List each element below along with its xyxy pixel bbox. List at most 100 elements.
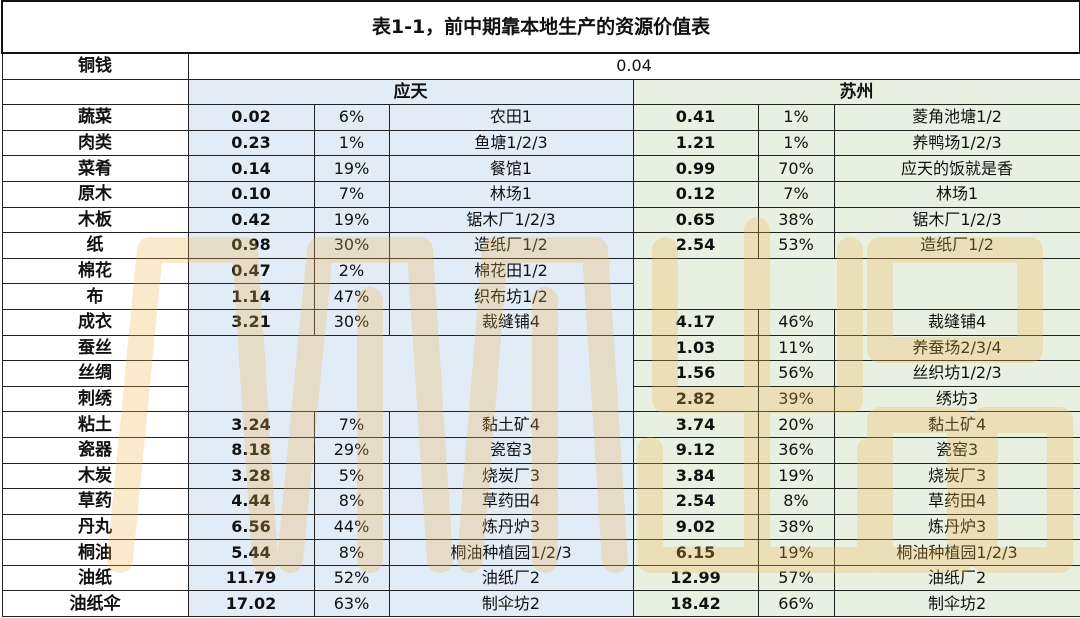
suzhou-value: 3.84	[632, 462, 759, 490]
resource-name: 原木	[1, 180, 189, 208]
suzhou-building: 裁缝铺4	[833, 308, 1080, 336]
resource-name: 桐油	[1, 539, 189, 566]
suzhou-share: 8%	[757, 488, 835, 515]
yingtian-building: 造纸厂1/2	[388, 232, 634, 259]
suzhou-share: 66%	[757, 590, 835, 618]
yingtian-building: 炼丹炉3	[388, 513, 634, 541]
yingtian-share: 19%	[313, 206, 390, 234]
suzhou-share: 56%	[757, 360, 835, 387]
suzhou-value: 9.02	[632, 513, 759, 541]
suzhou-value: 2.54	[632, 232, 759, 259]
suzhou-value: 1.56	[632, 360, 759, 387]
suzhou-empty-cell	[632, 257, 1080, 284]
yingtian-value: 3.24	[187, 411, 315, 438]
suzhou-building: 炼丹炉3	[833, 513, 1080, 541]
suzhou-share: 19%	[757, 539, 835, 566]
suzhou-share: 7%	[757, 180, 835, 208]
table-row: 蔬菜 0.02 6% 农田1 0.41 1% 菱角池塘1/2	[1, 104, 1080, 131]
yingtian-building: 林场1	[388, 180, 634, 208]
yingtian-value: 17.02	[187, 590, 315, 618]
yingtian-share: 6%	[313, 104, 390, 131]
table-row: 油纸伞 17.02 63% 制伞坊2 18.42 66% 制伞坊2	[1, 590, 1080, 618]
table-row: 棉花 0.47 2% 棉花田1/2	[1, 257, 1080, 285]
resource-name: 草药	[1, 488, 189, 515]
resource-name: 纸	[1, 232, 189, 259]
yingtian-share: 19%	[313, 155, 390, 182]
table-row: 丝绸 1.56 56% 丝织坊1/2/3	[1, 360, 1080, 387]
suzhou-share: 53%	[757, 232, 835, 259]
yingtian-value: 1.14	[187, 283, 315, 310]
suzhou-value: 1.21	[632, 129, 759, 157]
city-header-yingtian: 应天	[187, 78, 634, 106]
suzhou-building: 油纸厂2	[833, 564, 1080, 592]
suzhou-value: 4.17	[632, 308, 759, 336]
suzhou-value: 2.82	[632, 385, 759, 413]
suzhou-building: 丝织坊1/2/3	[833, 360, 1080, 387]
suzhou-building: 菱角池塘1/2	[833, 104, 1080, 131]
resource-name: 木炭	[1, 462, 189, 490]
yingtian-building: 农田1	[388, 104, 634, 131]
suzhou-share: 20%	[757, 411, 835, 438]
yingtian-building: 油纸厂2	[388, 564, 634, 592]
yingtian-share: 29%	[313, 436, 390, 464]
table-row: 原木 0.10 7% 林场1 0.12 7% 林场1	[1, 180, 1080, 208]
yingtian-building: 草药田4	[388, 488, 634, 515]
yingtian-building: 锯木厂1/2/3	[388, 206, 634, 234]
suzhou-building: 养鸭场1/2/3	[833, 129, 1080, 157]
resource-name: 棉花	[1, 257, 189, 285]
resource-name: 瓷器	[1, 436, 189, 464]
yingtian-value: 0.42	[187, 206, 315, 234]
suzhou-value: 18.42	[632, 590, 759, 618]
suzhou-value: 3.74	[632, 411, 759, 438]
suzhou-building: 绣坊3	[833, 385, 1080, 413]
suzhou-share: 38%	[757, 513, 835, 541]
table-row: 木板 0.42 19% 锯木厂1/2/3 0.65 38% 锯木厂1/2/3	[1, 206, 1080, 234]
resource-name: 油纸	[1, 564, 189, 592]
suzhou-value: 2.54	[632, 488, 759, 515]
resource-name: 蔬菜	[1, 104, 189, 131]
yingtian-building: 餐馆1	[388, 155, 634, 182]
table-row: 菜肴 0.14 19% 餐馆1 0.99 70% 应天的饭就是香	[1, 155, 1080, 182]
suzhou-value: 9.12	[632, 436, 759, 464]
table-row: 粘土 3.24 7% 黏土矿4 3.74 20% 黏土矿4	[1, 411, 1080, 438]
suzhou-share: 36%	[757, 436, 835, 464]
yingtian-building: 桐油种植园1/2/3	[388, 539, 634, 566]
resource-name: 成衣	[1, 308, 189, 336]
yingtian-share: 30%	[313, 308, 390, 336]
table-row: 瓷器 8.18 29% 瓷窑3 9.12 36% 瓷窑3	[1, 436, 1080, 464]
table-row: 油纸 11.79 52% 油纸厂2 12.99 57% 油纸厂2	[1, 564, 1080, 592]
yingtian-share: 1%	[313, 129, 390, 157]
suzhou-share: 70%	[757, 155, 835, 182]
yingtian-building: 黏土矿4	[388, 411, 634, 438]
suzhou-building: 瓷窑3	[833, 436, 1080, 464]
resource-name: 布	[1, 283, 189, 310]
yingtian-value: 0.98	[187, 232, 315, 259]
suzhou-share: 11%	[757, 334, 835, 362]
yingtian-share: 8%	[313, 488, 390, 515]
table-row: 布 1.14 47% 织布坊1/2	[1, 283, 1080, 310]
yingtian-share: 8%	[313, 539, 390, 566]
yingtian-building: 瓷窑3	[388, 436, 634, 464]
suzhou-value: 12.99	[632, 564, 759, 592]
suzhou-share: 46%	[757, 308, 835, 336]
table-row: 丹丸 6.56 44% 炼丹炉3 9.02 38% 炼丹炉3	[1, 513, 1080, 541]
suzhou-value: 0.99	[632, 155, 759, 182]
table-row: 木炭 3.28 5% 烧炭厂3 3.84 19% 烧炭厂3	[1, 462, 1080, 490]
yingtian-building: 烧炭厂3	[388, 462, 634, 490]
table-row: 成衣 3.21 30% 裁缝铺4 4.17 46% 裁缝铺4	[1, 308, 1080, 336]
yingtian-value: 0.47	[187, 257, 315, 285]
yingtian-share: 7%	[313, 411, 390, 438]
table-title: 表1-1，前中期靠本地生产的资源价值表	[0, 0, 1080, 54]
suzhou-value: 0.41	[632, 104, 759, 131]
resource-name: 油纸伞	[1, 590, 189, 618]
yingtian-value: 0.02	[187, 104, 315, 131]
yingtian-value: 11.79	[187, 564, 315, 592]
yingtian-share: 47%	[313, 283, 390, 310]
suzhou-building: 造纸厂1/2	[833, 232, 1080, 259]
suzhou-building: 制伞坊2	[833, 590, 1080, 618]
suzhou-share: 39%	[757, 385, 835, 413]
yingtian-share: 2%	[313, 257, 390, 285]
yingtian-empty-cell	[187, 334, 634, 361]
suzhou-building: 黏土矿4	[833, 411, 1080, 438]
